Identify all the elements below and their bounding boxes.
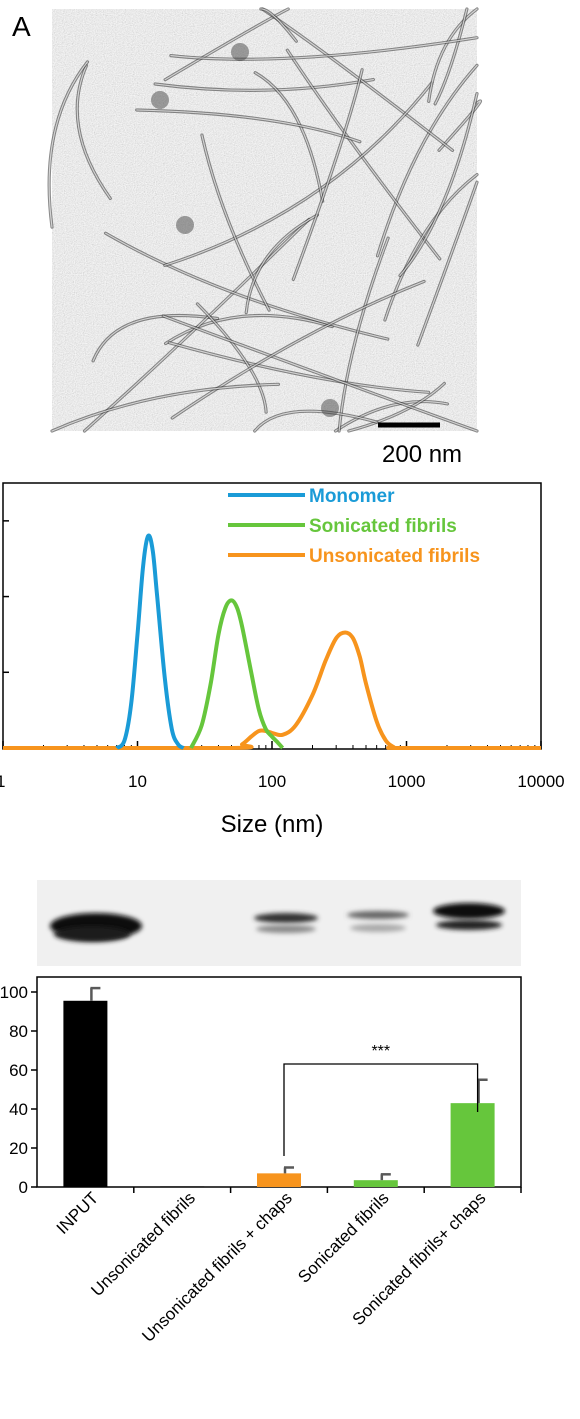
y-tick-label: 0: [19, 1178, 28, 1197]
y-tick-label: 80: [9, 1022, 28, 1041]
legend-label: Monomer: [309, 486, 395, 507]
category-label: INPUT: [53, 1188, 102, 1237]
x-axis-label: Size (nm): [221, 811, 324, 838]
series-line: [2, 630, 542, 751]
series-line: [189, 598, 285, 750]
size-distribution-chart: 1 10 100 1000 10000 Monomer Sonicated fibrils…: [0, 482, 565, 838]
y-tick-label: 20: [9, 1139, 28, 1158]
category-label: Unsonicated fibrils: [87, 1188, 199, 1300]
x-tick-label: 10: [128, 772, 147, 791]
y-tick-label: 40: [9, 1100, 28, 1119]
bar: [450, 1103, 495, 1187]
legend: Monomer Sonicated fibrils Unsonicated fibr…: [228, 486, 480, 567]
bar: [63, 1000, 108, 1187]
scale-bar-label: 200 nm: [382, 441, 462, 468]
x-tick-label: 1: [0, 772, 5, 791]
category-label: Sonicated fibrils: [294, 1188, 392, 1286]
x-tick-label: 1000: [388, 772, 426, 791]
x-tick-label: 100: [258, 772, 286, 791]
bracket-line: [283, 1063, 479, 1156]
plot-frame: [2, 482, 542, 750]
significance-bracket: ***: [283, 1043, 479, 1156]
x-tick-label: 10000: [517, 772, 564, 791]
legend-label: Unsonicated fibrils: [309, 546, 480, 567]
series-line: [115, 533, 185, 750]
panel-label-a: A: [12, 11, 31, 42]
bar: [160, 1186, 205, 1188]
bar: [257, 1173, 301, 1187]
y-tick-label: 60: [9, 1061, 28, 1080]
y-tick-label: 100: [0, 983, 28, 1002]
western-blot: [37, 880, 521, 966]
micrograph: [47, 7, 483, 433]
plot-frame: [36, 976, 522, 1188]
legend-label: Sonicated fibrils: [309, 516, 457, 537]
bar: [353, 1180, 398, 1187]
significance-label: ***: [371, 1043, 390, 1060]
